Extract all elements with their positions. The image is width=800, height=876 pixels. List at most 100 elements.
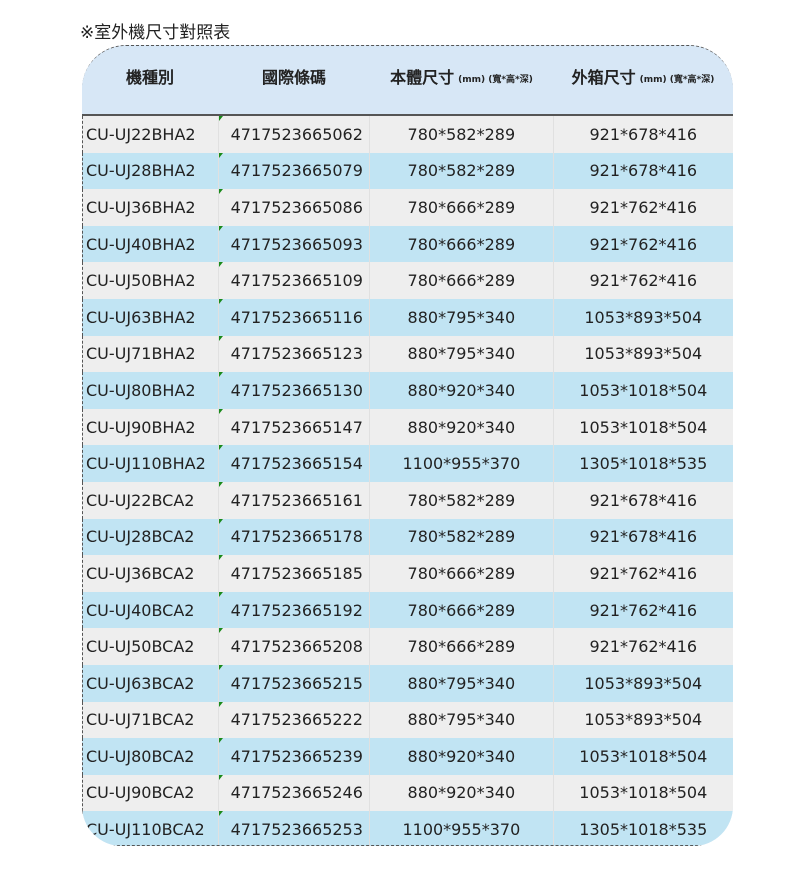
box-size-cell: 921*678*416 [589,527,698,547]
barcode-cell: 4717523665185 [218,555,371,592]
body-size-cell: 780*666*289 [370,628,554,665]
table-row: CU-UJ28BHA2 4717523665079 780*582*289 921*6… [82,152,733,190]
barcode-cell: 4717523665178 [218,518,371,556]
table-row: CU-UJ63BCA2 4717523665215 880*795*340 1053*… [82,664,733,702]
barcode-cell: 4717523665109 [218,262,371,299]
body-size-cell: 880*920*340 [370,372,554,409]
barcode-cell: 4717523665093 [218,225,371,263]
model-cell: CU-UJ110BHA2 [83,445,219,482]
model-cell: CU-UJ90BHA2 [83,408,219,446]
body-size-cell: 780*582*289 [370,481,554,519]
box-size-cell: 921*678*416 [589,490,698,510]
barcode-cell: 4717523665215 [218,664,371,702]
body-size-cell: 780*666*289 [370,555,554,592]
box-size-cell: 921*678*416 [589,161,698,181]
box-size-cell: 1305*1018*535 [579,820,708,840]
model-cell: CU-UJ36BCA2 [83,555,219,592]
header-body-size: 本體尺寸 (mm) (寬*高*深) [370,46,553,114]
header-box-label: 外箱尺寸 [571,68,636,87]
body-size-cell: 880*920*340 [370,738,554,775]
barcode-cell: 4717523665253 [218,811,371,846]
table-row: CU-UJ110BCA2 4717523665253 1100*955*370 130… [82,811,733,846]
body-size-cell: 880*920*340 [370,408,554,446]
model-cell: CU-UJ63BCA2 [83,664,219,702]
body-size-cell: 1100*955*370 [370,811,554,846]
body-size-cell: 1100*955*370 [370,445,554,482]
model-cell: CU-UJ110BCA2 [83,811,219,846]
barcode-cell: 4717523665239 [218,738,371,775]
barcode-cell: 4717523665161 [218,481,371,519]
box-size-cell: 921*678*416 [589,124,698,144]
box-size-cell: 921*762*416 [589,600,698,620]
table-row: CU-UJ71BHA2 4717523665123 880*795*340 1053*… [82,335,733,373]
body-size-cell: 780*582*289 [370,116,554,153]
box-size-cell: 1053*1018*504 [579,746,708,766]
barcode-cell: 4717523665246 [218,774,371,812]
barcode-cell: 4717523665192 [218,591,371,629]
body-size-cell: 780*666*289 [370,225,554,263]
barcode-cell: 4717523665208 [218,628,371,665]
header-barcode: 國際條碼 [261,68,326,87]
table-row: CU-UJ90BHA2 4717523665147 880*920*340 1053*… [82,408,733,446]
table-row: CU-UJ36BCA2 4717523665185 780*666*289 921*7… [82,555,733,592]
barcode-cell: 4717523665222 [218,701,371,739]
size-table: 機種別 國際條碼 本體尺寸 (mm) (寬*高*深) 外箱尺寸 (mm) (寬*高*… [82,45,733,846]
model-cell: CU-UJ28BCA2 [83,518,219,556]
box-size-cell: 921*762*416 [589,197,698,217]
body-size-cell: 780*666*289 [370,189,554,226]
header-body-unit: (mm) (寬*高*深) [458,75,533,85]
barcode-cell: 4717523665116 [218,298,371,336]
page-title: ※室外機尺寸對照表 [80,23,231,43]
box-size-cell: 1053*1018*504 [579,783,708,803]
header-box-size: 外箱尺寸 (mm) (寬*高*深) [553,46,733,114]
model-cell: CU-UJ50BHA2 [83,262,219,299]
table-row: CU-UJ22BCA2 4717523665161 780*582*289 921*6… [82,481,733,519]
body-size-cell: 780*582*289 [370,152,554,190]
box-size-cell: 1053*893*504 [584,710,703,730]
barcode-cell: 4717523665147 [218,408,371,446]
box-size-cell: 1053*893*504 [584,307,703,327]
table-row: CU-UJ90BCA2 4717523665246 880*920*340 1053*… [82,774,733,812]
body-size-cell: 880*920*340 [370,774,554,812]
table-row: CU-UJ28BCA2 4717523665178 780*582*289 921*6… [82,518,733,556]
body-size-cell: 880*795*340 [370,298,554,336]
box-size-cell: 921*762*416 [589,271,698,291]
header-box-unit: (mm) (寬*高*深) [639,75,715,85]
header-body-label: 本體尺寸 [390,68,455,87]
barcode-cell: 4717523665086 [218,189,371,226]
barcode-cell: 4717523665123 [218,335,371,373]
table-row: CU-UJ71BCA2 4717523665222 880*795*340 1053*… [82,701,733,739]
box-size-cell: 921*762*416 [589,563,698,583]
model-cell: CU-UJ71BCA2 [83,701,219,739]
model-cell: CU-UJ36BHA2 [83,189,219,226]
barcode-cell: 4717523665154 [218,445,371,482]
box-size-cell: 1053*1018*504 [579,417,708,437]
model-cell: CU-UJ28BHA2 [83,152,219,190]
box-size-cell: 1053*893*504 [584,673,703,693]
table-row: CU-UJ40BHA2 4717523665093 780*666*289 921*7… [82,225,733,263]
table-row: CU-UJ110BHA2 4717523665154 1100*955*370 130… [82,445,733,482]
table-row: CU-UJ80BCA2 4717523665239 880*920*340 1053*… [82,738,733,775]
box-size-cell: 1053*893*504 [584,344,703,364]
table-row: CU-UJ40BCA2 4717523665192 780*666*289 921*7… [82,591,733,629]
model-cell: CU-UJ22BHA2 [83,116,219,153]
table-row: CU-UJ22BHA2 4717523665062 780*582*289 921*6… [82,116,733,153]
body-size-cell: 780*666*289 [370,591,554,629]
box-size-cell: 921*762*416 [589,234,698,254]
body-size-cell: 880*795*340 [370,664,554,702]
box-size-cell: 1053*1018*504 [579,380,708,400]
model-cell: CU-UJ63BHA2 [83,298,219,336]
model-cell: CU-UJ50BCA2 [83,628,219,665]
barcode-cell: 4717523665079 [218,152,371,190]
table-row: CU-UJ63BHA2 4717523665116 880*795*340 1053*… [82,298,733,336]
model-cell: CU-UJ90BCA2 [83,774,219,812]
table-row: CU-UJ50BCA2 4717523665208 780*666*289 921*7… [82,628,733,665]
model-cell: CU-UJ80BHA2 [83,372,219,409]
box-size-cell: 921*762*416 [589,637,698,657]
barcode-cell: 4717523665062 [218,116,371,153]
table-header: 機種別 國際條碼 本體尺寸 (mm) (寬*高*深) 外箱尺寸 (mm) (寬*高*… [82,46,733,116]
body-size-cell: 880*795*340 [370,701,554,739]
table-row: CU-UJ36BHA2 4717523665086 780*666*289 921*7… [82,189,733,226]
table-body: CU-UJ22BHA2 4717523665062 780*582*289 921*6… [82,116,733,846]
table-bottom-border [82,837,733,846]
